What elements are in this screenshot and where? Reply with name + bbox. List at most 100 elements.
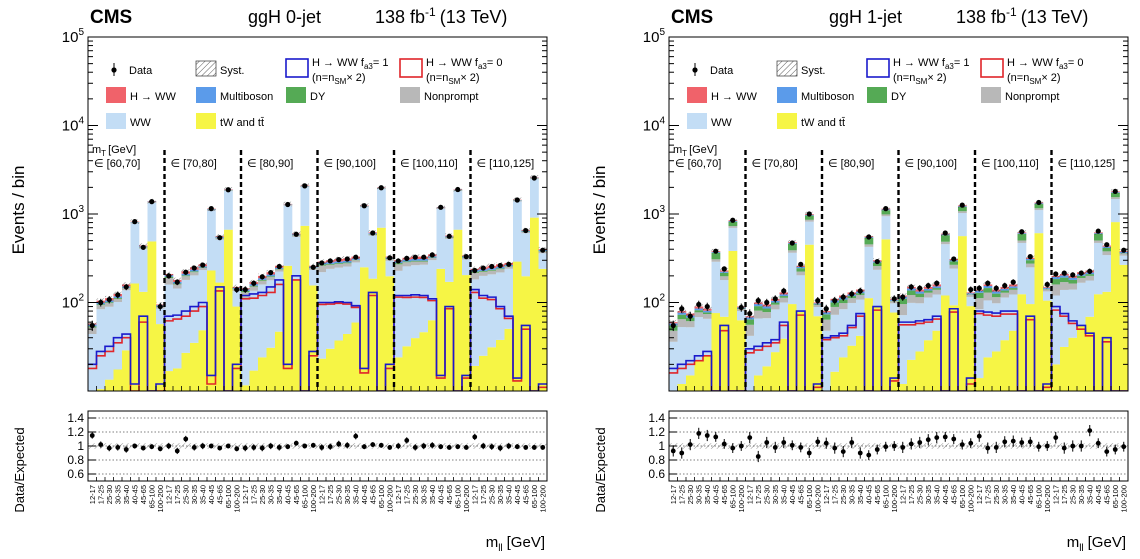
ratio-point: [523, 445, 528, 450]
legend-nonprompt-swatch: [981, 87, 1001, 103]
bar-ww: [703, 319, 712, 355]
ratio-point: [158, 446, 163, 451]
bar-top: [686, 375, 695, 391]
ratio-point: [532, 445, 537, 450]
legend-sig-fa3-0-label: H → WW fa3= 0: [426, 57, 502, 71]
bar-dy: [326, 264, 335, 265]
bar-ww: [420, 265, 429, 332]
data-point: [994, 286, 999, 291]
y-axis-label: Events / bin: [590, 166, 609, 255]
ratio-point: [98, 442, 103, 447]
ratio-point: [1087, 428, 1092, 433]
bar-ww: [207, 210, 216, 270]
data-point: [370, 230, 375, 235]
bar-nonprompt: [839, 303, 848, 309]
ratio-y-tick-label: 1.4: [67, 411, 84, 425]
data-point: [362, 203, 367, 208]
data-point: [183, 270, 188, 275]
bar-top: [301, 226, 310, 391]
bar-nonprompt: [746, 325, 755, 336]
legend-label: WW: [711, 117, 732, 129]
bar-top: [207, 270, 216, 391]
ratio-point: [175, 449, 180, 454]
bar-nonprompt: [984, 293, 993, 301]
bar-ww: [131, 223, 140, 283]
mt-bin-label: ∈ [110,125]: [477, 158, 535, 170]
bar-ww: [950, 269, 959, 306]
data-point: [875, 259, 880, 264]
bar-ww: [479, 276, 488, 356]
ratio-point: [1036, 444, 1041, 449]
mt-bin-label: ∈ [60,70]: [94, 158, 140, 170]
y-axis-label: Events / bin: [9, 166, 28, 255]
ratio-point: [739, 444, 744, 449]
legend-label: tW and tt̄: [801, 117, 845, 129]
bar-ww: [369, 236, 378, 279]
bar-top: [292, 280, 301, 391]
ratio-point: [1011, 439, 1016, 444]
bar-dy: [763, 309, 772, 313]
data-point: [798, 262, 803, 267]
bar-top: [403, 346, 412, 391]
bar-nonprompt: [420, 262, 429, 265]
bar-dy: [1103, 248, 1112, 251]
data-point: [336, 257, 341, 262]
bar-nonprompt: [865, 244, 874, 246]
data-point: [141, 245, 146, 250]
bar-nonprompt: [975, 298, 984, 309]
bar-dy: [754, 306, 763, 310]
bar-dy: [420, 261, 429, 262]
ratio-point: [705, 433, 710, 438]
bar-top: [513, 262, 522, 391]
ratio-point: [149, 444, 154, 449]
ratio-point: [413, 445, 418, 450]
data-point: [158, 304, 163, 309]
data-point: [781, 288, 786, 293]
bar-ww: [771, 309, 780, 352]
legend-sig-fa3-1-norm: (n=nSM× 2): [312, 72, 366, 86]
bar-nonprompt: [924, 293, 933, 298]
y-tick-label: 103: [643, 204, 666, 223]
bar-ww: [1077, 283, 1086, 326]
ratio-point: [671, 449, 676, 454]
bar-ww: [924, 297, 933, 340]
ratio-point: [421, 444, 426, 449]
ratio-point: [926, 437, 931, 442]
ratio-point: [1045, 444, 1050, 449]
ratio-point: [430, 443, 435, 448]
mt-bin-label: ∈ [80,90]: [828, 158, 874, 170]
bar-top: [496, 340, 505, 391]
bar-nonprompt: [686, 321, 695, 327]
data-point: [268, 270, 273, 275]
bar-nonprompt: [958, 211, 967, 213]
bar-nonprompt: [712, 259, 721, 261]
legend-label: tW and tt̄: [220, 117, 264, 129]
data-point: [243, 287, 248, 292]
ratio-point: [345, 443, 350, 448]
bar-nonprompt: [1120, 254, 1129, 256]
data-point: [688, 314, 693, 319]
data-point: [421, 255, 426, 260]
x-axis-label: mll[GeV]: [486, 534, 545, 554]
y-tick-label: 105: [62, 27, 85, 46]
bar-dy: [924, 291, 933, 293]
bar-dy: [941, 235, 950, 242]
data-point: [132, 219, 137, 224]
data-point: [107, 297, 112, 302]
ratio-point: [243, 446, 248, 451]
bar-top: [873, 307, 882, 391]
legend-ww-swatch: [687, 113, 707, 129]
mt-bin-label: ∈ [80,90]: [247, 158, 293, 170]
bar-top: [250, 371, 259, 391]
bar-top: [950, 305, 959, 391]
legend-sig-fa3-0-label: H → WW fa3= 0: [1007, 57, 1083, 71]
data-point: [532, 175, 537, 180]
bar-nonprompt: [907, 295, 916, 303]
bar-nonprompt: [1001, 293, 1010, 298]
bar-top: [1069, 338, 1078, 391]
legend-label: DY: [891, 91, 907, 103]
bar-top: [695, 360, 704, 391]
ratio-point: [900, 445, 905, 450]
bar-nonprompt: [856, 295, 865, 300]
